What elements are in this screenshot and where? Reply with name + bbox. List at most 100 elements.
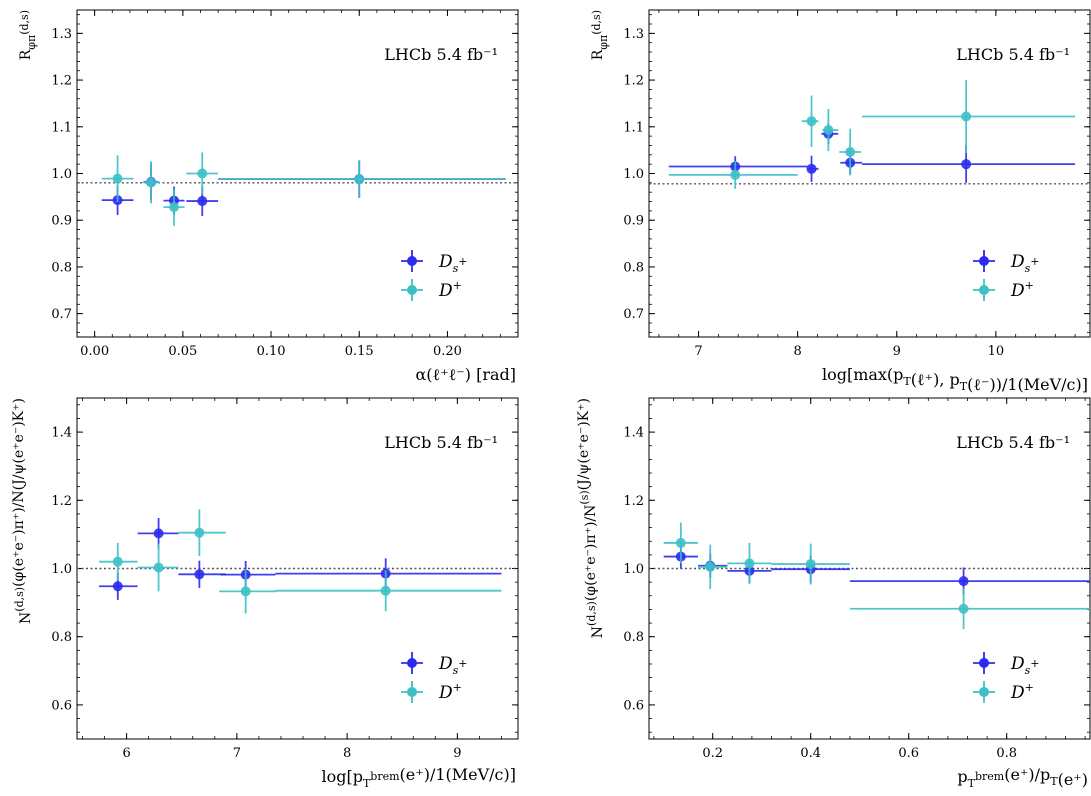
data-point (958, 576, 969, 587)
y-axis-label: Rφπ(d,s) (18, 10, 38, 60)
x-axis-label: log[max(pT(ℓ⁺), pT(ℓ⁻))/1(MeV/c)] (822, 365, 1088, 394)
data-point (153, 528, 164, 539)
x-tick-label: 7 (233, 746, 241, 761)
y-tick-label: 1.1 (623, 120, 644, 135)
legend-marker-point (407, 658, 417, 668)
y-tick-label: 1.2 (51, 494, 72, 509)
legend-label: Ds+ (1010, 654, 1040, 677)
data-point (194, 527, 205, 538)
x-tick-label: 0.2 (702, 746, 723, 761)
data-point (194, 569, 205, 580)
data-point (961, 111, 972, 122)
data-point (197, 168, 208, 179)
lhcb-annotation: LHCb 5.4 fb⁻¹ (384, 45, 498, 64)
legend-marker-point (979, 256, 989, 266)
legend-marker-point (407, 256, 417, 266)
data-point (845, 147, 856, 158)
chart-panel-4: 0.2 0.4 0.6 0.8 0.6 0.8 1.0 1.2 1.4 LHCb 5.4 fb⁻¹… (576, 397, 1091, 790)
legend-label: D+ (1010, 279, 1034, 301)
x-tick-label: 0.20 (433, 344, 462, 359)
data-point (354, 174, 365, 185)
y-axis-label: N(d,s)(φ(e⁺e⁻)π⁺)/N(s)(J/ψ(e⁺e⁻)K⁺) (576, 398, 606, 638)
x-tick-label: 8 (794, 344, 802, 359)
legend-entry-ds: Ds+ (973, 652, 1040, 677)
y-axis-label: N(d,s)(φ(e⁺e⁻)π⁺)/N(J/ψ(e⁺e⁻)K⁺) (11, 398, 34, 624)
x-tick-label: 0.8 (996, 746, 1017, 761)
x-tick-label: 6 (122, 746, 130, 761)
y-tick-label: 0.6 (51, 698, 72, 713)
lhcb-annotation: LHCb 5.4 fb⁻¹ (956, 433, 1070, 452)
y-tick-label: 1.2 (623, 74, 644, 89)
y-tick-label: 0.8 (623, 630, 644, 645)
x-tick-label: 10 (988, 344, 1005, 359)
chart-panel-3: 6 7 8 9 0.6 0.8 1.0 1.2 1.4 LHCb 5.4 fb⁻¹ Ds+ D+ log… (11, 397, 519, 790)
data-point (806, 116, 817, 127)
x-axis-label: log[pTbrem(e⁺)/1(MeV/c)] (321, 765, 516, 790)
y-tick-label: 0.8 (623, 260, 644, 275)
chart-panel-1: 0.00 0.05 0.10 0.15 0.20 0.7 0.8 0.9 1.0 1.1 1.2 1.… (18, 9, 519, 384)
y-axis-label: Rφπ(d,s) (590, 10, 610, 60)
data-point (806, 163, 817, 174)
y-tick-label: 1.0 (51, 562, 72, 577)
x-tick-label: 0.4 (800, 746, 821, 761)
data-point (197, 196, 208, 207)
data-point (112, 556, 123, 567)
data-point (169, 202, 180, 213)
legend-marker-point (407, 285, 417, 295)
legend-label: D+ (1010, 681, 1034, 703)
y-tick-label: 1.0 (623, 562, 644, 577)
y-tick-label: 0.7 (51, 307, 72, 322)
y-tick-label: 1.2 (51, 74, 72, 89)
y-tick-label: 1.2 (623, 494, 644, 509)
y-tick-label: 0.9 (51, 214, 72, 229)
x-tick-label: 7 (694, 344, 702, 359)
data-point (730, 169, 741, 180)
series-dplus (668, 80, 1076, 189)
legend-label: D+ (438, 681, 462, 703)
y-tick-label: 0.7 (623, 307, 644, 322)
series-dplus (101, 152, 506, 226)
data-point (240, 586, 251, 597)
y-tick-label: 1.0 (623, 167, 644, 182)
legend-label: Ds+ (438, 654, 468, 677)
y-tick-label: 1.3 (623, 27, 644, 42)
series-ds (668, 123, 1076, 183)
x-tick-label: 9 (453, 746, 461, 761)
data-point (805, 559, 816, 570)
x-tick-label: 0.00 (80, 344, 109, 359)
legend-entry-ds: Ds+ (973, 250, 1040, 275)
legend-entry-dplus: D+ (401, 681, 462, 703)
data-point (112, 173, 123, 184)
y-tick-label: 0.6 (623, 698, 644, 713)
y-tick-label: 0.8 (51, 630, 72, 645)
data-point (823, 125, 834, 136)
series-dplus (99, 509, 502, 614)
y-tick-label: 1.4 (623, 426, 644, 441)
x-tick-label: 0.6 (898, 746, 919, 761)
legend-entry-dplus: D+ (973, 681, 1034, 703)
lhcb-annotation: LHCb 5.4 fb⁻¹ (384, 433, 498, 452)
legend-entry-dplus: D+ (401, 279, 462, 301)
legend-marker-point (979, 687, 989, 697)
y-tick-label: 0.8 (51, 260, 72, 275)
data-point (146, 177, 157, 188)
x-tick-label: 8 (343, 746, 351, 761)
x-axis-label: α(ℓ⁺ℓ⁻) [rad] (415, 365, 516, 384)
y-tick-label: 0.9 (623, 214, 644, 229)
legend-marker-point (979, 658, 989, 668)
legend-label: Ds+ (1010, 252, 1040, 275)
series-dplus (663, 522, 1090, 630)
x-tick-label: 0.15 (345, 344, 374, 359)
chart-panel-2: 7 8 9 10 0.7 0.8 0.9 1.0 1.1 1.2 1.3 LHCb 5.4 fb⁻¹ D… (590, 9, 1091, 394)
data-point (705, 561, 716, 572)
legend-entry-dplus: D+ (973, 279, 1034, 301)
x-tick-label: 0.10 (257, 344, 286, 359)
y-tick-label: 1.1 (51, 120, 72, 135)
y-tick-label: 1.3 (51, 27, 72, 42)
legend-label: Ds+ (438, 252, 468, 275)
legend-marker-point (407, 687, 417, 697)
legend-label: D+ (438, 279, 462, 301)
x-tick-label: 0.05 (168, 344, 197, 359)
data-point (153, 562, 164, 573)
